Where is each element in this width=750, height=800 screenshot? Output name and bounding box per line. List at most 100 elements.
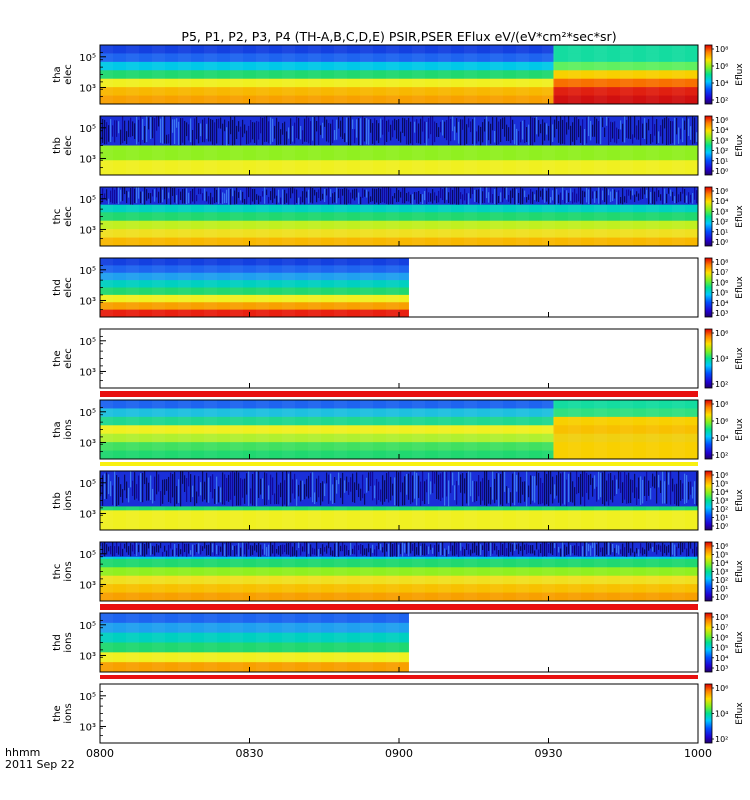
noise-streak	[642, 123, 644, 138]
noise-streak	[466, 472, 468, 504]
noise-streak	[530, 116, 532, 146]
noise-streak	[134, 542, 136, 555]
noise-streak	[604, 542, 606, 557]
top-strip	[100, 393, 698, 397]
noise-streak	[438, 474, 440, 500]
noise-streak	[652, 546, 654, 552]
noise-streak	[256, 545, 258, 553]
noise-streak	[508, 127, 510, 142]
noise-streak	[434, 545, 436, 556]
noise-streak	[558, 546, 560, 553]
noise-streak	[342, 189, 344, 196]
time-bin	[204, 258, 217, 317]
noise-streak	[176, 548, 178, 556]
noise-streak	[176, 486, 178, 504]
noise-streak	[316, 120, 318, 132]
noise-streak	[434, 471, 436, 484]
panel-the-elec: 10⁵ 10³ the elec 10⁶ 10⁴ 10² Eflux	[52, 328, 745, 395]
noise-streak	[198, 123, 200, 144]
noise-streak	[500, 119, 502, 142]
time-bin	[282, 400, 295, 459]
noise-streak	[214, 488, 216, 504]
noise-streak	[454, 485, 456, 501]
spectrogram-band	[100, 272, 409, 281]
noise-streak	[408, 191, 410, 202]
noise-streak	[378, 481, 380, 501]
spectrogram-band	[100, 400, 554, 409]
noise-streak	[334, 543, 336, 557]
noise-streak	[110, 481, 112, 497]
noise-streak	[612, 122, 614, 139]
noise-streak	[566, 479, 568, 507]
noise-streak	[630, 479, 632, 503]
spectrogram-band	[100, 95, 554, 105]
noise-streak	[518, 472, 520, 503]
noise-streak	[128, 191, 130, 198]
noise-streak	[446, 120, 448, 141]
noise-streak	[284, 544, 286, 553]
noise-streak	[640, 543, 642, 554]
noise-streak	[548, 544, 550, 553]
noise-streak	[286, 471, 288, 507]
noise-streak	[620, 472, 622, 493]
noise-streak	[272, 544, 274, 554]
time-bin	[126, 613, 139, 672]
noise-streak	[230, 542, 232, 556]
noise-streak	[240, 478, 242, 506]
time-bin	[620, 45, 633, 104]
noise-streak	[526, 543, 528, 555]
noise-streak	[388, 187, 390, 205]
noise-streak	[530, 189, 532, 204]
noise-streak	[146, 189, 148, 201]
panel-probe-label: thb	[52, 492, 63, 509]
noise-streak	[370, 471, 372, 487]
noise-streak	[526, 471, 528, 507]
noise-streak	[160, 491, 162, 506]
noise-streak	[656, 119, 658, 144]
noise-streak	[462, 194, 464, 204]
noise-streak	[180, 549, 182, 555]
noise-streak	[238, 543, 240, 557]
noise-streak	[130, 543, 132, 557]
noise-streak	[122, 548, 124, 557]
noise-streak	[450, 542, 452, 552]
noise-streak	[622, 482, 624, 504]
noise-streak	[260, 117, 262, 134]
noise-streak	[632, 480, 634, 493]
noise-streak	[288, 473, 290, 506]
colorbar-label: Eflux	[735, 702, 745, 725]
noise-streak	[588, 189, 590, 205]
noise-streak	[304, 118, 306, 142]
noise-streak	[222, 472, 224, 505]
noise-streak	[124, 120, 126, 142]
noise-streak	[420, 481, 422, 506]
noise-streak	[618, 471, 620, 489]
noise-streak	[250, 119, 252, 143]
noise-streak	[596, 190, 598, 199]
noise-streak	[110, 190, 112, 203]
noise-streak	[108, 198, 110, 205]
time-bin	[204, 400, 217, 459]
noise-streak	[114, 471, 116, 507]
noise-streak	[220, 117, 222, 129]
time-bin	[178, 45, 191, 104]
noise-streak	[426, 188, 428, 205]
noise-streak	[344, 187, 346, 205]
noise-streak	[678, 471, 680, 507]
noise-streak	[588, 116, 590, 137]
colorbar-tick-label: 10⁶	[715, 684, 728, 693]
noise-streak	[406, 542, 408, 554]
noise-streak	[136, 542, 138, 557]
noise-streak	[524, 481, 526, 502]
noise-streak	[658, 474, 660, 488]
noise-streak	[506, 486, 508, 504]
noise-streak	[378, 123, 380, 144]
colorbar	[704, 612, 713, 673]
noise-streak	[666, 546, 668, 556]
noise-streak	[388, 119, 390, 132]
noise-streak	[324, 547, 326, 552]
noise-streak	[410, 121, 412, 144]
noise-streak	[662, 542, 664, 556]
